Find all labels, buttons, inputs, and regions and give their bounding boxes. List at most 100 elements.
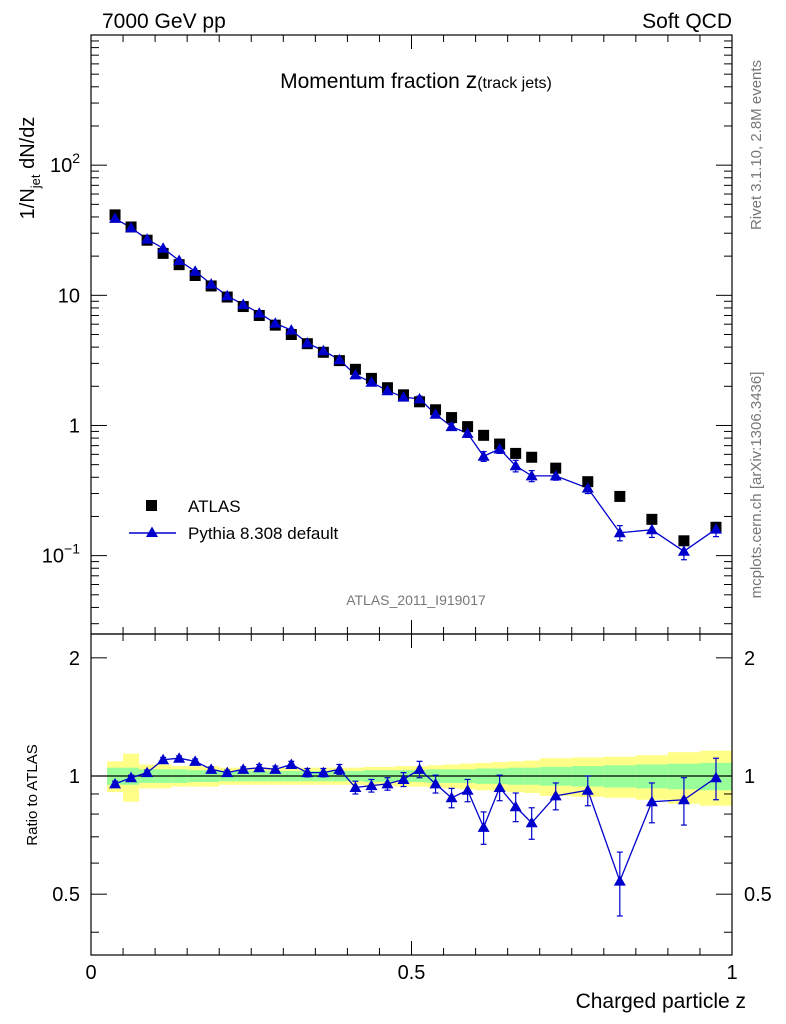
mc-point bbox=[157, 242, 170, 253]
legend: ATLAS Pythia 8.308 default bbox=[129, 497, 339, 543]
atlas-point bbox=[678, 535, 690, 547]
ratio-point bbox=[221, 766, 234, 778]
ratio-point bbox=[613, 875, 626, 886]
ratio-point bbox=[301, 766, 314, 778]
main-y-axis-label: 1/Njet dN/dz bbox=[17, 117, 43, 220]
header-left: 7000 GeV pp bbox=[102, 10, 226, 33]
mc-point bbox=[709, 523, 722, 534]
mc-point bbox=[189, 265, 202, 276]
ratio-point bbox=[445, 791, 458, 803]
ratio-point bbox=[525, 816, 538, 828]
ratio-point bbox=[109, 777, 122, 789]
ratio-point bbox=[141, 766, 154, 778]
ratio-point bbox=[709, 771, 722, 783]
ratio-point bbox=[157, 753, 170, 765]
atlas-point bbox=[646, 513, 658, 525]
mc-point bbox=[445, 420, 458, 432]
ratio-y-axis-label: Ratio to ATLAS bbox=[24, 744, 41, 845]
legend-atlas-marker bbox=[146, 500, 157, 511]
ratio-point bbox=[365, 779, 378, 791]
atlas-point bbox=[582, 476, 594, 488]
mc-point bbox=[285, 324, 298, 335]
ratio-point bbox=[477, 821, 490, 832]
ratio-point bbox=[237, 763, 250, 774]
ratio-panel: 0.5 0.5 1 1 2 2 0 0.5 1 bbox=[52, 633, 772, 984]
atlas-point bbox=[157, 247, 169, 259]
mc-point bbox=[269, 317, 282, 328]
mc-point bbox=[317, 344, 330, 356]
atlas-point bbox=[550, 462, 562, 474]
ratio-y-tick-label-right: 0.5 bbox=[744, 884, 772, 906]
x-axis-label: Charged particle z bbox=[576, 990, 746, 1013]
y-tick-label: 10−1 bbox=[42, 541, 80, 568]
y-tick-label: 1 bbox=[69, 415, 80, 437]
mc-point bbox=[525, 469, 538, 481]
atlas-point bbox=[446, 412, 458, 424]
ratio-point bbox=[317, 766, 330, 778]
mc-point bbox=[581, 482, 594, 493]
mc-point bbox=[493, 442, 506, 454]
mc-point bbox=[237, 298, 250, 310]
ratio-point bbox=[205, 763, 218, 774]
ratio-point bbox=[269, 763, 282, 774]
ratio-point bbox=[461, 784, 474, 795]
mc-point bbox=[301, 337, 314, 348]
main-panel: 10−1 1 10 102 bbox=[42, 34, 733, 635]
ratio-point bbox=[253, 761, 266, 773]
ratio-point bbox=[677, 793, 690, 805]
mc-point bbox=[205, 278, 218, 289]
mc-point bbox=[125, 221, 138, 233]
x-tick-label: 1 bbox=[726, 962, 737, 984]
mc-point bbox=[141, 233, 154, 244]
ratio-point bbox=[581, 784, 594, 795]
mc-point bbox=[221, 289, 234, 301]
mc-point bbox=[253, 307, 266, 318]
ratio-point bbox=[493, 781, 506, 792]
ratio-y-tick-label-right: 1 bbox=[744, 766, 755, 788]
ratio-point bbox=[429, 777, 442, 789]
atlas-point bbox=[526, 451, 538, 463]
atlas-point bbox=[510, 447, 522, 459]
mcplots-label: mcplots.cern.ch [arXiv:1306.3436] bbox=[748, 372, 765, 599]
ratio-point bbox=[189, 755, 202, 766]
mc-point bbox=[173, 254, 186, 266]
y-tick-label: 102 bbox=[50, 150, 80, 177]
ratio-y-tick-label: 1 bbox=[69, 766, 80, 788]
mc-point bbox=[333, 353, 346, 365]
x-tick-label: 0.5 bbox=[398, 962, 426, 984]
legend-atlas-label: ATLAS bbox=[188, 497, 241, 516]
ratio-y-tick-label: 0.5 bbox=[52, 884, 80, 906]
mc-point bbox=[397, 391, 410, 402]
ratio-point bbox=[397, 773, 410, 784]
analysis-id: ATLAS_2011_I919017 bbox=[346, 592, 486, 608]
mc-point bbox=[613, 526, 626, 538]
ratio-point bbox=[125, 771, 138, 783]
mc-point bbox=[461, 427, 474, 438]
mc-point bbox=[381, 384, 394, 396]
ratio-point bbox=[645, 795, 658, 807]
atlas-point bbox=[462, 421, 474, 433]
main-frame bbox=[90, 34, 733, 635]
y-tick-label: 10 bbox=[58, 285, 80, 307]
ratio-point bbox=[509, 800, 522, 812]
atlas-point bbox=[478, 429, 490, 441]
plot-title: Momentum fraction z(track jets) bbox=[280, 67, 552, 93]
header-right: Soft QCD bbox=[642, 10, 732, 33]
legend-pythia-marker bbox=[146, 526, 158, 537]
mc-point bbox=[429, 408, 442, 419]
ratio-y-tick-label-right: 2 bbox=[744, 648, 755, 670]
mc-point bbox=[645, 523, 658, 535]
ratio-point bbox=[173, 752, 186, 763]
x-tick-label: 0 bbox=[85, 962, 96, 984]
mc-point bbox=[365, 376, 378, 387]
rivet-version-label: Rivet 3.1.10, 2.8M events bbox=[748, 60, 765, 230]
ratio-point bbox=[549, 789, 562, 801]
ratio-point bbox=[413, 763, 426, 774]
mc-point bbox=[509, 459, 522, 471]
ratio-point bbox=[333, 763, 346, 774]
ratio-point bbox=[381, 777, 394, 789]
mc-point bbox=[477, 450, 490, 461]
mc-point bbox=[109, 212, 122, 223]
atlas-point bbox=[614, 490, 626, 502]
